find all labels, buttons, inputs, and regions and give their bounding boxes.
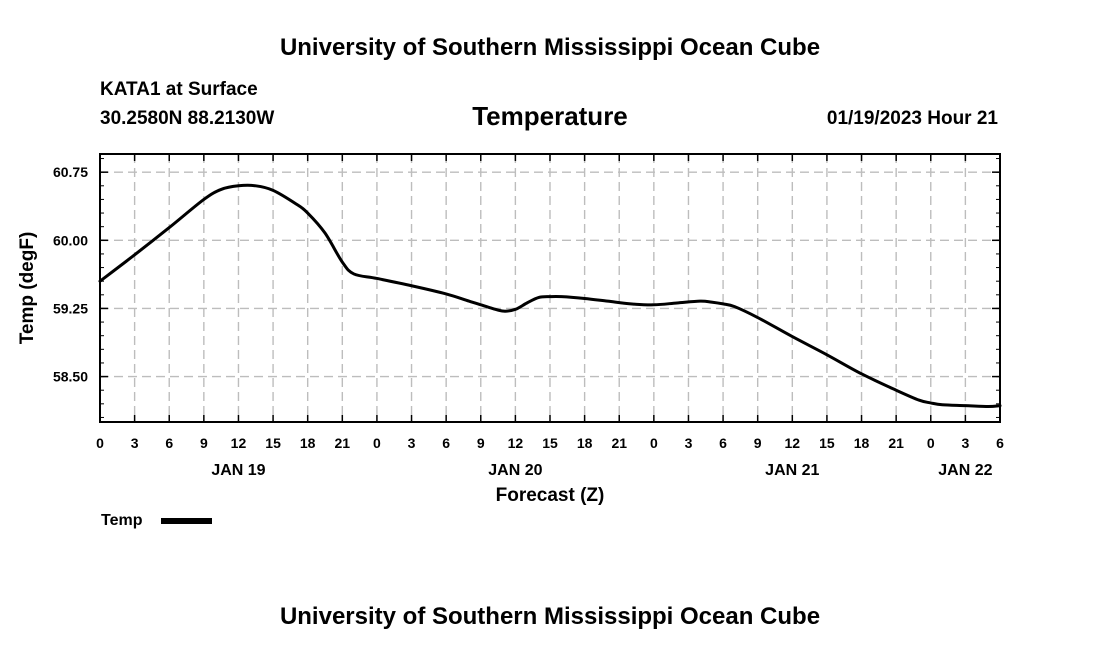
x-tick-label: 15 <box>819 435 835 451</box>
x-tick-label: 6 <box>165 435 173 451</box>
x-tick-label: 3 <box>961 435 969 451</box>
x-tick-label: 3 <box>408 435 416 451</box>
x-tick-label: 6 <box>719 435 727 451</box>
legend: Temp <box>101 512 212 529</box>
x-axis-day-labels: JAN 19 JAN 20 JAN 21 JAN 22 <box>211 462 992 479</box>
x-tick-label: 0 <box>927 435 935 451</box>
x-tick-label: 15 <box>265 435 281 451</box>
x-axis-ticks: 0 3 6 9 12 15 18 21 0 3 6 9 12 15 18 21 0 3 6 9 12 15 18 21 0 3 6 <box>96 154 1004 451</box>
x-day-label: JAN 19 <box>211 462 265 479</box>
x-tick-label: 21 <box>335 435 351 451</box>
x-tick-label: 12 <box>508 435 524 451</box>
x-tick-label: 6 <box>442 435 450 451</box>
footer-title: University of Southern Mississippi Ocean… <box>280 603 820 630</box>
x-tick-label: 9 <box>477 435 485 451</box>
x-tick-label: 0 <box>96 435 104 451</box>
y-axis-ticks: 58.50 59.25 60.00 60.75 <box>53 164 1000 385</box>
y-tick-label: 58.50 <box>53 369 88 385</box>
x-tick-label: 0 <box>373 435 381 451</box>
x-tick-label: 3 <box>685 435 693 451</box>
station-label: KATA1 at Surface <box>100 79 258 100</box>
y-axis-label: Temp (degF) <box>17 232 38 345</box>
x-tick-label: 21 <box>611 435 627 451</box>
page-title: University of Southern Mississippi Ocean… <box>280 34 820 61</box>
y-tick-label: 60.75 <box>53 164 88 180</box>
x-day-label: JAN 22 <box>938 462 992 479</box>
x-tick-label: 18 <box>854 435 870 451</box>
x-tick-label: 18 <box>300 435 316 451</box>
x-tick-label: 21 <box>888 435 904 451</box>
x-tick-label: 12 <box>231 435 247 451</box>
x-tick-label: 6 <box>996 435 1004 451</box>
x-day-label: JAN 21 <box>765 462 819 479</box>
x-tick-label: 9 <box>754 435 762 451</box>
grid-lines <box>100 154 1000 422</box>
x-tick-label: 0 <box>650 435 658 451</box>
y-tick-label: 59.25 <box>53 300 88 316</box>
x-tick-label: 15 <box>542 435 558 451</box>
x-tick-label: 3 <box>131 435 139 451</box>
x-tick-label: 18 <box>577 435 593 451</box>
legend-label: Temp <box>101 512 143 529</box>
forecast-timestamp: 01/19/2023 Hour 21 <box>827 108 999 129</box>
x-axis-label: Forecast (Z) <box>496 485 605 506</box>
chart-title: Temperature <box>472 101 628 131</box>
x-tick-label: 12 <box>785 435 801 451</box>
y-tick-label: 60.00 <box>53 232 88 248</box>
x-tick-label: 9 <box>200 435 208 451</box>
plot-frame <box>99 153 1001 423</box>
temp-series-line <box>98 183 1002 409</box>
x-day-label: JAN 20 <box>488 462 542 479</box>
station-coords: 30.2580N 88.2130W <box>100 108 274 129</box>
